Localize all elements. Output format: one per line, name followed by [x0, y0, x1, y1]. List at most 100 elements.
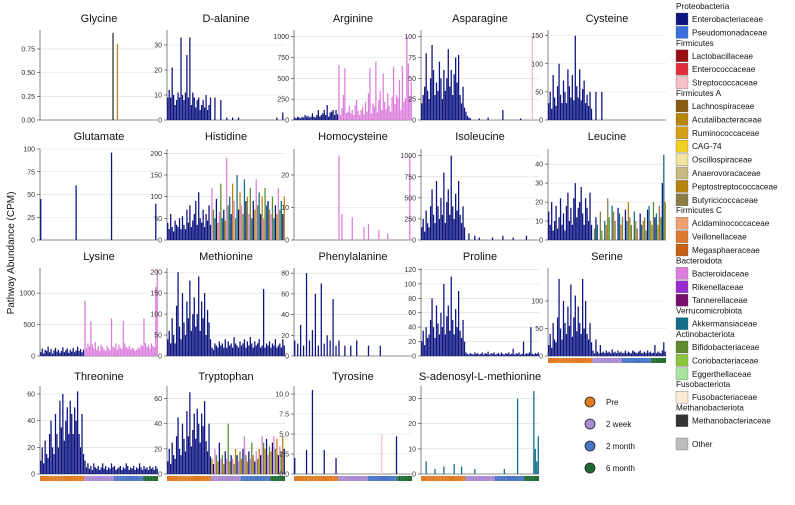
legend-family-label: Acidaminococcaceae: [692, 219, 770, 228]
y-tick-label: 750: [404, 174, 416, 181]
timepoint-strip-cell: [48, 476, 51, 481]
bar: [102, 463, 104, 474]
timepoint-strip-cell: [76, 476, 79, 481]
y-tick-label: 0: [285, 238, 289, 245]
bar: [314, 117, 317, 120]
bar: [444, 90, 446, 120]
bar: [624, 209, 627, 240]
bar: [633, 351, 635, 356]
timepoint-strip-cell: [506, 476, 509, 481]
bar: [41, 348, 43, 356]
timepoint-strip-cell: [311, 476, 314, 481]
bar: [116, 349, 119, 356]
bar: [187, 318, 190, 356]
timepoint-strip-cell: [65, 476, 67, 481]
bar: [93, 463, 95, 474]
timepoint-strip-cell: [652, 358, 655, 363]
timepoint-strip-cell: [497, 476, 500, 481]
bar: [455, 57, 457, 120]
timepoint-strip-cell: [443, 476, 445, 481]
timepoint-strip-cell: [605, 358, 608, 363]
bar: [40, 199, 42, 240]
bar: [481, 352, 483, 356]
bar: [177, 92, 179, 120]
y-tick-label: 25: [27, 215, 35, 222]
bar: [424, 231, 426, 240]
bar: [177, 417, 179, 474]
timepoint-strip-cell: [171, 476, 173, 481]
bar: [449, 86, 451, 120]
bar: [124, 468, 126, 474]
bar: [258, 192, 260, 240]
timepoint-strip-cell: [121, 476, 123, 481]
bar: [629, 352, 631, 356]
bar: [226, 458, 228, 474]
timepoint-strip-cell: [345, 476, 348, 481]
timepoint-strip-cell: [214, 476, 216, 481]
bar: [484, 353, 486, 356]
bar: [459, 95, 461, 120]
timepoint-strip-cell: [378, 476, 380, 481]
timepoint-strip-cell: [233, 476, 235, 481]
timepoint-strip-cell: [434, 476, 436, 481]
timepoint-strip-cell: [221, 476, 224, 481]
y-tick-label: 50: [154, 333, 162, 340]
y-tick-label: 50: [535, 326, 543, 333]
bar: [391, 96, 393, 120]
bar: [366, 111, 368, 120]
timepoint-strip-cell: [82, 476, 85, 481]
bar: [351, 110, 353, 120]
bar: [249, 188, 251, 240]
bar: [273, 436, 275, 474]
timepoint-strip-cell: [395, 476, 398, 481]
bar: [279, 446, 281, 474]
y-tick-label: 40: [27, 418, 35, 425]
bar: [280, 451, 282, 474]
timepoint-strip-cell: [491, 476, 494, 481]
bar: [167, 222, 169, 240]
timepoint-strip-cell: [568, 358, 571, 363]
bar: [537, 436, 539, 474]
timepoint-strip-cell: [246, 476, 249, 481]
bar: [641, 224, 643, 240]
bar: [354, 105, 356, 120]
legend-family-label: Fusobacteriaceae: [692, 393, 758, 402]
bar: [342, 95, 345, 120]
timepoint-strip-cell: [248, 476, 250, 481]
timepoint-strip-cell: [505, 476, 507, 481]
bar: [265, 205, 268, 240]
bar: [373, 106, 376, 120]
bar: [424, 86, 426, 120]
bar: [514, 354, 516, 356]
timepoint-strip-cell: [258, 476, 260, 481]
timepoint-strip-cell: [484, 476, 486, 481]
bar: [115, 470, 117, 474]
bar: [183, 224, 185, 240]
bar: [97, 345, 99, 356]
bar: [206, 220, 209, 240]
bar: [50, 349, 52, 356]
bar: [643, 217, 646, 240]
timepoint-strip-cell: [231, 476, 234, 481]
timepoint-strip-cell: [400, 476, 402, 481]
timepoint-strip-cell: [525, 476, 528, 481]
bar: [455, 193, 457, 240]
bar: [512, 237, 514, 240]
panel-title: Isoleucine: [455, 131, 505, 143]
timepoint-strip-cell: [149, 476, 151, 481]
panel-background: [40, 30, 158, 120]
bar: [468, 117, 470, 120]
bar: [524, 354, 526, 356]
timepoint-strip-cell: [624, 358, 627, 363]
bar: [652, 202, 655, 240]
legend-family-label: Peptostreptococcaceae: [692, 182, 778, 191]
timepoint-strip-cell: [488, 476, 491, 481]
y-tick-label: 1000: [273, 34, 289, 41]
timepoint-strip-cell: [553, 358, 556, 363]
bar: [177, 272, 179, 356]
bar: [51, 353, 54, 356]
bar: [103, 349, 105, 356]
bar: [447, 189, 449, 240]
